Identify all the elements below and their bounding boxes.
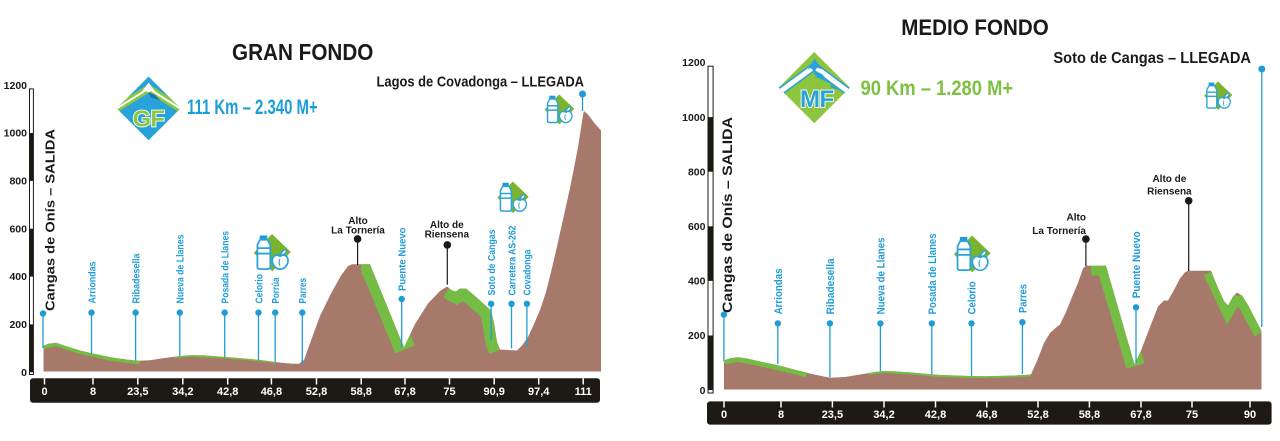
svg-text:Ribadesella: Ribadesella [131,253,142,303]
svg-text:52,8: 52,8 [306,386,327,398]
svg-text:Parres: Parres [1018,284,1030,313]
svg-text:Alto: Alto [348,216,367,227]
svg-text:GF: GF [133,106,165,132]
svg-text:200: 200 [688,330,706,342]
svg-text:400: 400 [688,276,706,288]
svg-text:0: 0 [21,367,27,379]
svg-text:Ribadesella: Ribadesella [825,258,837,315]
svg-text:111: 111 [575,386,592,398]
svg-text:Riensena: Riensena [425,230,470,241]
svg-text:1000: 1000 [4,128,28,140]
svg-text:46,8: 46,8 [976,409,997,421]
svg-text:MF: MF [800,86,834,113]
svg-text:34,2: 34,2 [172,386,193,398]
svg-text:Cangas de Onís – SALIDA: Cangas de Onís – SALIDA [43,128,58,311]
svg-text:34,2: 34,2 [873,409,894,421]
svg-text:Alto de: Alto de [430,220,464,231]
svg-text:111 Km – 2.340 M+: 111 Km – 2.340 M+ [187,96,318,119]
svg-text:La Tornería: La Tornería [331,225,385,236]
svg-text:58,8: 58,8 [350,386,371,398]
svg-text:58,8: 58,8 [1079,409,1100,421]
svg-text:Cangas de Onís – SALIDA: Cangas de Onís – SALIDA [720,117,735,313]
svg-text:Celorio: Celorio [254,274,265,304]
svg-text:67,8: 67,8 [394,386,415,398]
svg-text:90 Km – 1.280 M+: 90 Km – 1.280 M+ [861,77,1014,100]
svg-text:90,9: 90,9 [483,386,504,398]
svg-text:Celorio: Celorio [967,281,979,314]
svg-text:90: 90 [1244,409,1256,421]
svg-text:Arriondas: Arriondas [773,268,785,314]
svg-text:Alto: Alto [1067,213,1086,224]
svg-text:Puente Nuevo: Puente Nuevo [1131,231,1143,298]
svg-text:8: 8 [90,386,96,398]
svg-text:1000: 1000 [682,112,706,124]
svg-text:42,8: 42,8 [217,386,238,398]
svg-text:52,8: 52,8 [1027,409,1048,421]
svg-text:Alto de: Alto de [1152,174,1186,185]
svg-text:75: 75 [443,386,455,398]
svg-text:Lagos de Covadonga – LLEGADA: Lagos de Covadonga – LLEGADA [377,74,585,91]
svg-text:GRAN FONDO: GRAN FONDO [232,39,373,65]
svg-text:Posada de Llanes: Posada de Llanes [927,233,939,314]
svg-text:0: 0 [721,409,727,421]
svg-text:Nueva de Llanes: Nueva de Llanes [876,237,888,314]
svg-text:Riensena: Riensena [1147,187,1192,198]
svg-text:75: 75 [1186,409,1198,421]
svg-text:1200: 1200 [682,57,706,69]
svg-text:800: 800 [688,166,706,178]
svg-text:Porrúa: Porrúa [271,277,282,303]
svg-text:97,4: 97,4 [528,386,550,398]
svg-text:600: 600 [688,221,706,233]
svg-text:67,8: 67,8 [1130,409,1151,421]
svg-text:Carretera AS-262: Carretera AS-262 [507,225,518,295]
svg-text:Soto de Cangas – LLEGADA: Soto de Cangas – LLEGADA [1053,50,1251,67]
svg-text:400: 400 [9,271,27,283]
svg-text:1200: 1200 [4,80,28,92]
svg-text:Arriondas: Arriondas [87,261,98,303]
svg-text:Soto de Cangas: Soto de Cangas [487,229,498,295]
svg-text:600: 600 [9,223,27,235]
svg-text:Puente Nuevo: Puente Nuevo [398,228,409,291]
svg-text:800: 800 [9,176,27,188]
svg-text:200: 200 [9,319,27,331]
svg-text:8: 8 [778,409,784,421]
svg-text:Posada de Llanes: Posada de Llanes [221,231,232,304]
svg-text:42,8: 42,8 [925,409,946,421]
svg-text:Nueva de Llanes: Nueva de Llanes [176,234,187,303]
svg-text:46,8: 46,8 [261,386,282,398]
svg-text:MEDIO FONDO: MEDIO FONDO [901,15,1048,40]
svg-text:La Tornería: La Tornería [1032,226,1086,237]
svg-text:0: 0 [700,385,706,397]
svg-text:Parres: Parres [298,278,309,304]
svg-text:23,5: 23,5 [127,386,148,398]
svg-text:0: 0 [41,386,47,398]
svg-text:Covadonga: Covadonga [523,249,534,295]
svg-text:23,5: 23,5 [822,409,843,421]
